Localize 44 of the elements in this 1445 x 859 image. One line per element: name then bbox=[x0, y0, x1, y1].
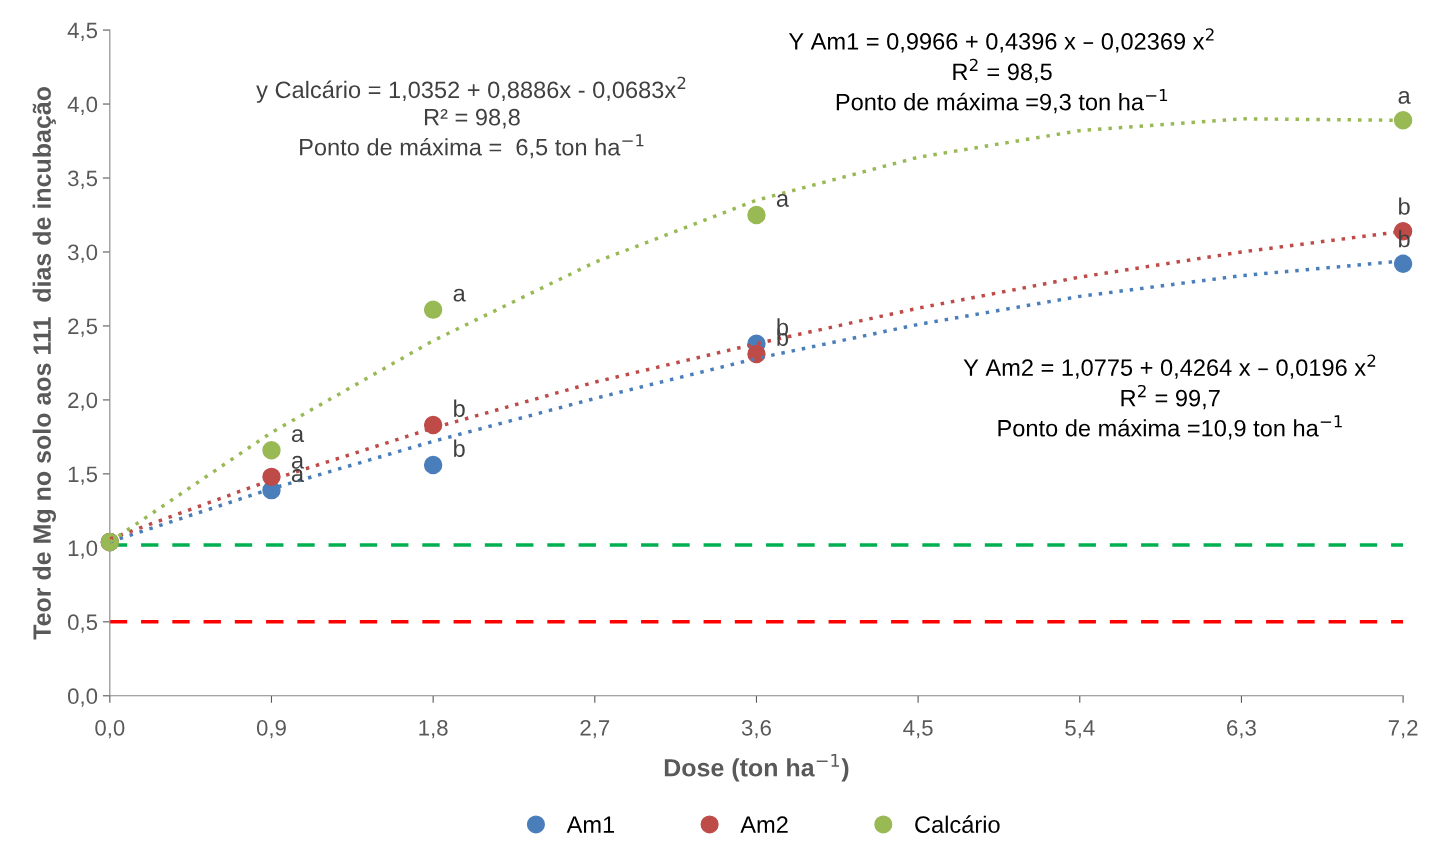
x-axis-title: Dose (ton ha$^{−1}$) bbox=[664, 754, 849, 782]
point bbox=[423, 455, 443, 475]
y-axis-title: Teor de Mg no solo aos 111 dias de incubação bbox=[32, 86, 57, 640]
point bbox=[423, 415, 443, 435]
y-tick-label: 0,5 bbox=[67, 614, 98, 633]
x-tick-label: 6,3 bbox=[1227, 719, 1256, 739]
x-tick-label: 5,4 bbox=[1065, 720, 1095, 739]
text: Y Am2 = 1,0775 + 0,4264 x – 0,0196 x$^{2}$ R$^{2}$ = 99,7 Ponto de máxima =10,9 ton ha$^{−1}$ bbox=[963, 354, 1376, 440]
y-tick-label: 3,0 bbox=[67, 244, 98, 263]
point bbox=[747, 344, 766, 364]
annotation: b bbox=[1399, 197, 1410, 215]
x-tick-label: 3,6 bbox=[741, 719, 771, 739]
x-tick-label: 4,5 bbox=[903, 720, 933, 739]
point bbox=[747, 205, 766, 225]
x-tick-label: 2,7 bbox=[580, 719, 610, 739]
annotation: b bbox=[454, 439, 465, 457]
point bbox=[1393, 111, 1413, 130]
x-tick-label: 0,0 bbox=[95, 719, 125, 739]
text: y Calcário = 1,0352 + 0,8886x - 0,0683x$^{2}$ R² = 98,8 Ponto de máxima = 6,5 ton ha$^{−1}$ bbox=[256, 76, 686, 159]
annotation: a bbox=[291, 429, 305, 443]
annotation: a bbox=[291, 455, 305, 469]
annotation: a bbox=[1398, 90, 1411, 104]
y-tick-label: 1,0 bbox=[68, 540, 98, 559]
x-tick-label: 1,8 bbox=[419, 719, 448, 739]
point bbox=[1393, 254, 1413, 274]
legend-label: Calcário bbox=[915, 815, 1000, 833]
text: Y Am1 = 0,9966 + 0,4396 x – 0,02369 x$^{2}$ R$^{2}$ = 98,5 Ponto de máxima =9,3 ton ha$^{−1}$ bbox=[788, 28, 1214, 114]
y-tick-label: 4,5 bbox=[67, 22, 98, 41]
annotation: b bbox=[454, 399, 465, 417]
annotation: a bbox=[291, 469, 305, 483]
point bbox=[262, 441, 281, 460]
y-tick-label: 2,5 bbox=[68, 318, 98, 337]
y-tick-label: 1,5 bbox=[68, 466, 98, 485]
point bbox=[423, 300, 443, 319]
y-tick-label: 2,0 bbox=[68, 392, 98, 411]
y-tick-label: 4,0 bbox=[67, 96, 98, 115]
annotation: a bbox=[776, 193, 790, 207]
x-tick-label: 7,2 bbox=[1388, 719, 1418, 739]
x-tick-label: 0,9 bbox=[256, 719, 286, 739]
annotation: a bbox=[453, 288, 466, 302]
y-tick-label: 0,0 bbox=[67, 688, 98, 707]
legend-label: Am1 bbox=[566, 816, 615, 833]
y-tick-label: 3,5 bbox=[67, 170, 98, 189]
legend-label: Am2 bbox=[740, 816, 788, 833]
